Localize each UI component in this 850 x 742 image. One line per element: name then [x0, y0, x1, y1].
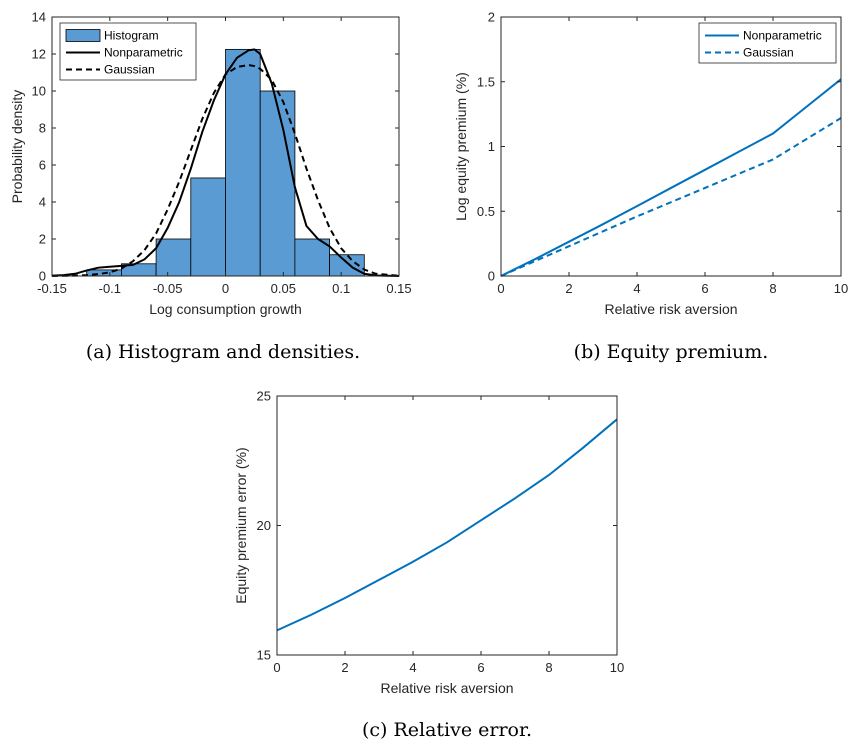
- y-tick-label: 1.5: [477, 74, 495, 89]
- x-tick-label: 0.15: [386, 281, 411, 296]
- x-tick-label: 0.1: [332, 281, 350, 296]
- x-tick-label: 2: [341, 660, 348, 675]
- y-tick-label: 25: [257, 389, 271, 404]
- histogram-bar: [190, 177, 226, 277]
- y-tick-label: 0: [488, 269, 495, 284]
- legend-label: Nonparametric: [743, 29, 822, 43]
- x-tick-label: 0: [222, 281, 229, 296]
- panel-caption: (c) Relative error.: [362, 719, 532, 741]
- x-axis-label: Relative risk aversion: [380, 680, 513, 696]
- y-axis-label: Equity premium error (%): [233, 447, 249, 603]
- y-tick-label: 0.5: [477, 204, 495, 219]
- x-tick-label: 0: [497, 281, 504, 296]
- legend: Nonparametric Gaussian: [698, 22, 837, 64]
- y-tick-label: 14: [32, 10, 46, 25]
- legend: Histogram Nonparametric Gaussian: [59, 22, 197, 81]
- x-tick-label: -0.05: [153, 281, 183, 296]
- series-line-gaussian: [51, 64, 400, 277]
- legend-label: Gaussian: [743, 46, 794, 60]
- x-tick-label: 0: [273, 660, 280, 675]
- series-line: [276, 418, 618, 632]
- x-tick-label: 2: [565, 281, 572, 296]
- x-tick-label: -0.1: [99, 281, 121, 296]
- histogram-bar: [259, 90, 296, 277]
- y-tick-label: 2: [488, 10, 495, 25]
- x-axis-label: Relative risk aversion: [604, 301, 737, 317]
- y-axis-label: Probability density: [9, 90, 25, 204]
- panel-caption: (b) Equity premium.: [574, 341, 769, 363]
- legend-label: Histogram: [104, 29, 159, 43]
- x-tick-label: 8: [545, 660, 552, 675]
- panel-c-relative-error: 0 2 4 6 8 10 15 20 25 Relative risk aversion Equit…: [233, 389, 624, 742]
- y-tick-label: 8: [39, 121, 46, 136]
- y-tick-label: 4: [39, 195, 46, 210]
- panel-caption: (a) Histogram and densities.: [86, 341, 360, 363]
- x-tick-label: 10: [834, 281, 848, 296]
- y-axis-label: Log equity premium (%): [453, 72, 469, 221]
- axes-box: [276, 395, 618, 656]
- x-tick-label: 4: [409, 660, 416, 675]
- panel-b-equity-premium: 0 2 4 6 8 10 0 0.5 1 1.5 2 Relative risk aversion Lo…: [453, 10, 848, 364]
- legend-label: Nonparametric: [104, 46, 183, 60]
- x-tick-label: 6: [477, 660, 484, 675]
- y-tick-label: 6: [39, 158, 46, 173]
- x-axis-label: Log consumption growth: [149, 301, 302, 317]
- series-line-gaussian: [500, 117, 842, 277]
- histogram-bar: [155, 238, 192, 277]
- x-tick-label: 4: [633, 281, 640, 296]
- y-tick-label: 0: [39, 269, 46, 284]
- y-tick-label: 15: [257, 648, 271, 663]
- y-tick-label: 20: [257, 518, 271, 533]
- histogram-bar: [225, 48, 261, 277]
- histogram-bar: [294, 238, 330, 277]
- panel-a-histogram-densities: -0.15 -0.1 -0.05 0 0.05 0.1 0.15 0 2 4 6 8 10 12 14 Log…: [9, 10, 412, 364]
- x-tick-label: 10: [610, 660, 624, 675]
- series-line-nonparametric: [500, 78, 842, 277]
- legend-box: [698, 22, 837, 64]
- y-tick-label: 1: [488, 139, 495, 154]
- x-tick-label: 6: [701, 281, 708, 296]
- y-tick-label: 2: [39, 232, 46, 247]
- legend-label: Gaussian: [104, 63, 155, 77]
- x-tick-label: -0.15: [37, 281, 67, 296]
- y-tick-label: 12: [32, 47, 46, 62]
- x-tick-label: 8: [769, 281, 776, 296]
- legend-swatch-histogram: [65, 29, 101, 42]
- x-tick-label: 0.05: [271, 281, 296, 296]
- y-tick-label: 10: [32, 84, 46, 99]
